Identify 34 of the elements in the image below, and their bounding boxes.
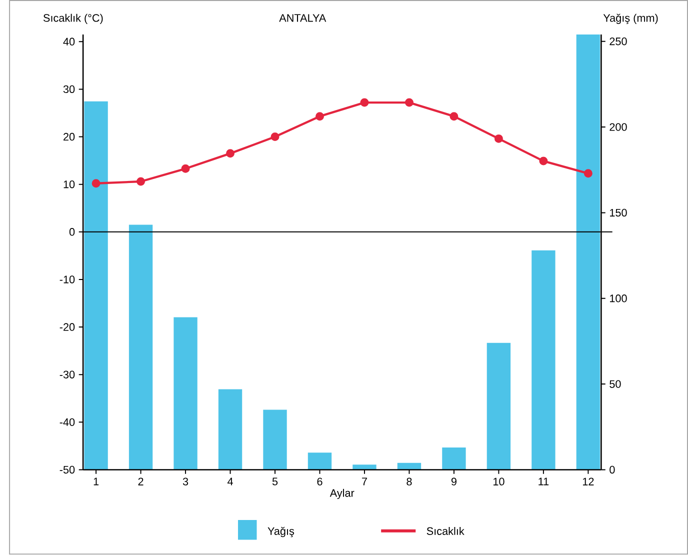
x-tick-label: 5 (272, 478, 278, 486)
chart-title: ANTALYA (279, 14, 326, 22)
x-tick-label: 12 (582, 478, 594, 486)
x-tick-label: 1 (94, 478, 99, 486)
y-tick-label: 30 (63, 86, 75, 94)
x-tick-label: 7 (362, 478, 367, 486)
y-tick-label: 10 (64, 180, 75, 188)
x-tick-label: 9 (451, 478, 456, 486)
y-tick-label: -30 (60, 370, 75, 379)
y-tick-label: -40 (60, 418, 75, 426)
y-axis-title: Sıcaklık (°C) (43, 14, 103, 24)
x-tick-label: 6 (317, 478, 322, 486)
y-tick-label: -20 (60, 323, 75, 332)
y2-tick-label: 150 (610, 209, 627, 217)
y-tick-label: -50 (60, 466, 75, 474)
x-axis-title: Aylar (330, 489, 354, 500)
x-tick-label: 2 (138, 478, 144, 486)
y-tick-label: 20 (64, 133, 75, 141)
y2-tick-label: 250 (610, 38, 627, 46)
y-tick-label: 0 (69, 228, 75, 236)
y2-tick-label: 50 (610, 380, 621, 388)
y2-tick-label: 0 (610, 466, 615, 474)
y-tick-label: 40 (63, 38, 75, 46)
legend-label: Sıcaklık (426, 527, 464, 536)
legend-label: Yağış (268, 527, 294, 538)
x-tick-label: 3 (182, 478, 188, 486)
x-tick-label: 10 (494, 478, 504, 486)
x-tick-label: 11 (538, 478, 549, 486)
y2-tick-label: 100 (610, 294, 627, 302)
y-tick-label: -10 (60, 276, 75, 284)
y2-tick-label: 200 (610, 123, 627, 132)
y2-axis-title: Yağış (mm) (603, 14, 658, 24)
x-tick-label: 8 (406, 478, 412, 486)
x-tick-label: 4 (227, 478, 233, 486)
